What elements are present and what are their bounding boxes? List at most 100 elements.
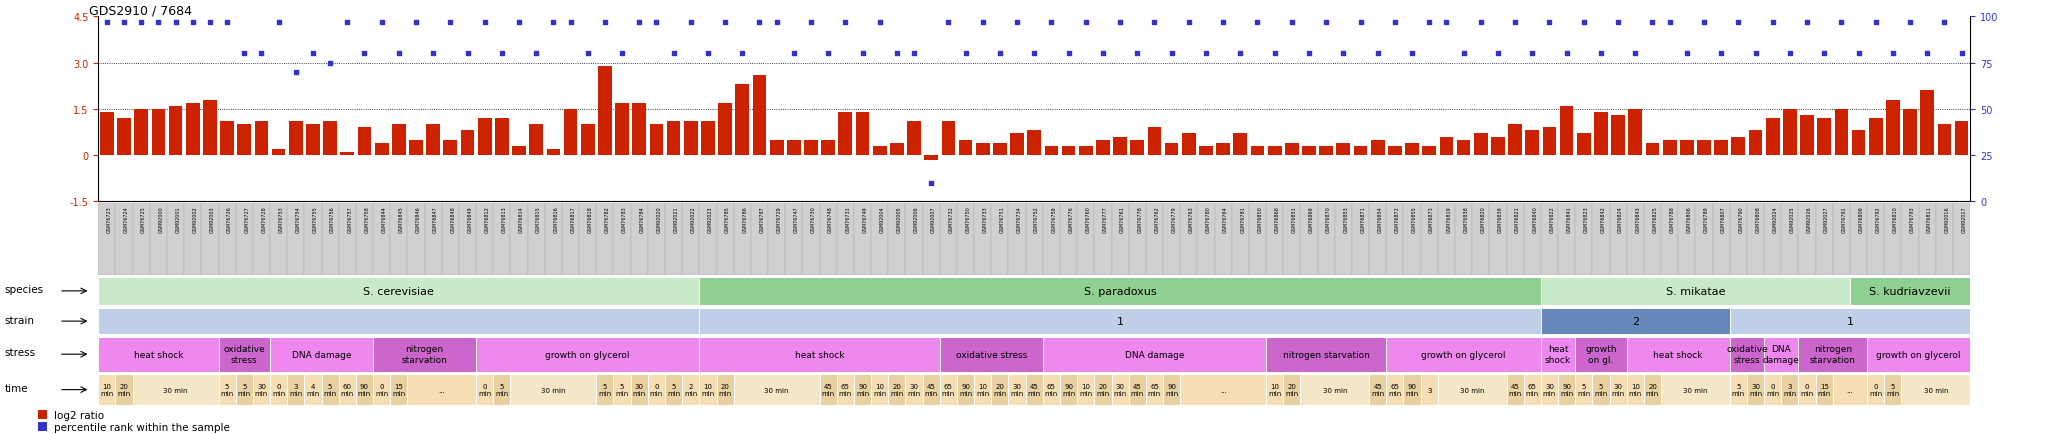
Bar <box>373 204 391 276</box>
Bar <box>956 374 975 405</box>
Text: GSM76817: GSM76817 <box>571 206 575 233</box>
Bar <box>1231 204 1249 276</box>
Text: GSM76841: GSM76841 <box>1567 206 1571 233</box>
Text: 0
min: 0 min <box>272 383 285 396</box>
Bar <box>270 337 373 372</box>
Bar <box>1268 147 1282 156</box>
Text: growth on glycerol: growth on glycerol <box>545 350 631 359</box>
Text: GSM76783: GSM76783 <box>623 206 627 233</box>
Bar <box>1798 204 1817 276</box>
Text: 15
min: 15 min <box>393 383 406 396</box>
Bar <box>922 374 940 405</box>
Point <box>588 20 621 26</box>
Point <box>332 20 365 26</box>
Bar <box>221 122 233 156</box>
Point <box>313 60 346 67</box>
Bar <box>305 125 319 156</box>
Text: GSM76791: GSM76791 <box>1841 206 1847 233</box>
Point <box>1120 51 1153 58</box>
Text: 90
min: 90 min <box>1063 383 1075 396</box>
Bar <box>1147 128 1161 156</box>
Bar <box>1300 374 1370 405</box>
Bar <box>1198 147 1212 156</box>
Bar <box>1319 147 1333 156</box>
Bar <box>135 109 147 156</box>
Bar <box>1438 204 1454 276</box>
Bar <box>252 204 270 276</box>
Text: 5
min: 5 min <box>1886 383 1901 396</box>
Point <box>1190 51 1223 58</box>
Text: 60
min: 60 min <box>340 383 354 396</box>
Text: GSM76851: GSM76851 <box>1292 206 1296 233</box>
Bar <box>1180 204 1198 276</box>
Bar <box>819 204 838 276</box>
Bar <box>1112 374 1128 405</box>
Bar <box>854 374 870 405</box>
Bar <box>1612 116 1624 156</box>
Bar <box>1851 131 1866 156</box>
Point <box>1171 20 1204 26</box>
Bar <box>942 122 954 156</box>
Bar <box>838 204 854 276</box>
Text: GSM76782: GSM76782 <box>604 206 610 233</box>
Text: 3
min: 3 min <box>289 383 303 396</box>
Text: 90
min: 90 min <box>958 383 973 396</box>
Text: GSM76760: GSM76760 <box>1085 206 1092 233</box>
Bar <box>1593 113 1608 156</box>
Text: log2 ratio: log2 ratio <box>53 410 104 420</box>
Point <box>1550 51 1583 58</box>
Text: GSM76729: GSM76729 <box>776 206 782 233</box>
Text: GSM76850: GSM76850 <box>1257 206 1262 233</box>
Point <box>1911 51 1944 58</box>
Text: DNA
damage: DNA damage <box>1763 345 1800 364</box>
Bar <box>1696 204 1712 276</box>
Text: GSM76868: GSM76868 <box>1274 206 1280 233</box>
Text: GSM76755: GSM76755 <box>313 206 317 233</box>
Point <box>1087 51 1120 58</box>
Text: GSM76873: GSM76873 <box>1430 206 1434 233</box>
Bar <box>1542 128 1556 156</box>
Text: 5
min: 5 min <box>238 383 252 396</box>
Bar <box>993 143 1008 156</box>
Text: heat shock: heat shock <box>1653 350 1704 359</box>
Bar <box>270 374 287 405</box>
Bar <box>1645 374 1661 405</box>
Bar <box>338 204 356 276</box>
Bar <box>1386 337 1540 372</box>
Point <box>365 20 397 26</box>
Bar <box>1061 374 1077 405</box>
Bar <box>1868 374 1884 405</box>
Text: GSM92004: GSM92004 <box>881 206 885 233</box>
Bar <box>1561 106 1573 156</box>
Bar <box>1661 204 1677 276</box>
Bar <box>1096 140 1110 156</box>
Bar <box>1647 143 1659 156</box>
Text: GSM76807: GSM76807 <box>1720 206 1726 233</box>
Bar <box>956 204 975 276</box>
Point <box>1448 51 1481 58</box>
Bar <box>1798 374 1817 405</box>
Text: GSM76784: GSM76784 <box>639 206 645 233</box>
Point <box>502 20 535 26</box>
Bar <box>975 374 991 405</box>
Point <box>1876 51 1909 58</box>
Bar <box>1524 374 1540 405</box>
Point <box>1516 51 1548 58</box>
Text: S. mikatae: S. mikatae <box>1665 286 1724 296</box>
Bar <box>698 337 940 372</box>
Bar <box>1540 308 1731 335</box>
Text: GSM76758: GSM76758 <box>365 206 369 233</box>
Text: GSM76761: GSM76761 <box>1120 206 1124 233</box>
Text: GSM76825: GSM76825 <box>1653 206 1657 233</box>
Bar <box>1114 137 1126 156</box>
Bar <box>682 374 698 405</box>
Bar <box>717 374 733 405</box>
Point <box>451 51 483 58</box>
Bar <box>1763 204 1782 276</box>
Text: 65
min: 65 min <box>1389 383 1401 396</box>
Bar <box>1784 109 1796 156</box>
Bar <box>1919 204 1935 276</box>
Bar <box>1731 308 1970 335</box>
Point <box>1946 51 1978 58</box>
Text: GSM76759: GSM76759 <box>1051 206 1057 233</box>
